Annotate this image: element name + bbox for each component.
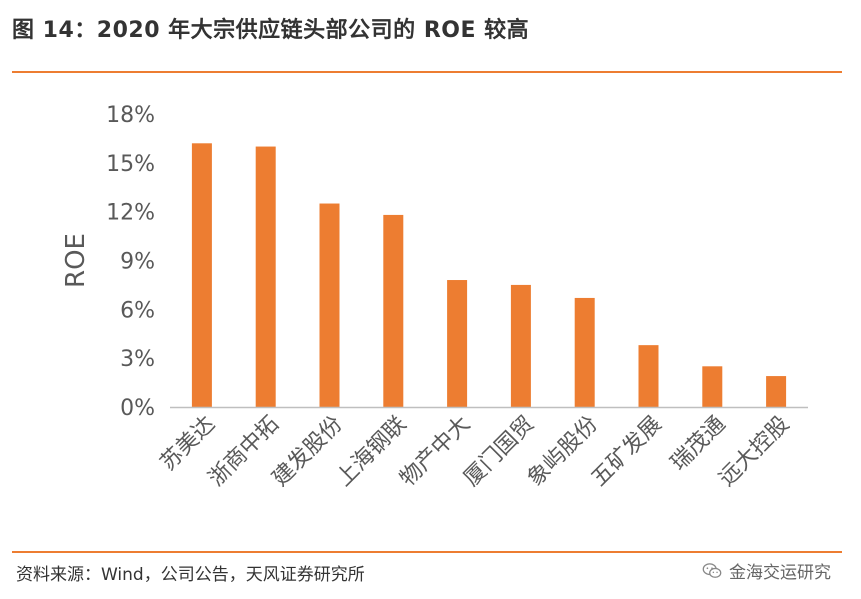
bar	[191, 143, 212, 408]
bar	[766, 376, 787, 407]
x-tick-label: 五矿发展	[587, 412, 667, 492]
bar-chart: 0%3%6%9%12%15%18%ROE苏美达浙商中拓建发股份上海钢联物产中大厦…	[61, 103, 808, 492]
y-tick-label: 3%	[120, 347, 155, 372]
bar	[574, 297, 595, 407]
x-tick-label: 厦门国贸	[459, 412, 539, 492]
x-tick-label: 建发股份	[268, 412, 348, 492]
y-tick-label: 12%	[106, 201, 155, 226]
footer-divider	[12, 551, 842, 553]
x-tick-label: 远大控股	[714, 412, 794, 492]
x-tick-label: 上海钢联	[332, 412, 412, 492]
wechat-icon	[702, 562, 722, 578]
x-tick-label: 浙商中拓	[204, 412, 284, 492]
watermark-text: 金海交运研究	[729, 563, 831, 583]
y-axis-label: ROE	[61, 233, 91, 288]
source-note: 资料来源：Wind，公司公告，天风证券研究所	[16, 565, 365, 585]
figure-title: 图 14：2020 年大宗供应链头部公司的 ROE 较高	[12, 18, 530, 43]
bar	[447, 280, 468, 407]
bar	[319, 203, 340, 407]
bar	[638, 345, 659, 407]
y-tick-label: 15%	[106, 152, 155, 177]
watermark: 金海交运研究	[701, 558, 831, 583]
y-tick-label: 9%	[120, 250, 155, 275]
bar	[255, 146, 276, 408]
bar	[510, 284, 531, 407]
y-tick-label: 0%	[120, 396, 155, 421]
y-tick-label: 18%	[106, 103, 155, 128]
bar	[383, 214, 404, 407]
x-tick-label: 象屿股份	[523, 412, 603, 492]
y-tick-label: 6%	[120, 298, 155, 323]
x-tick-label: 物产中大	[395, 412, 475, 492]
bar	[702, 366, 723, 407]
title-divider	[12, 71, 842, 73]
